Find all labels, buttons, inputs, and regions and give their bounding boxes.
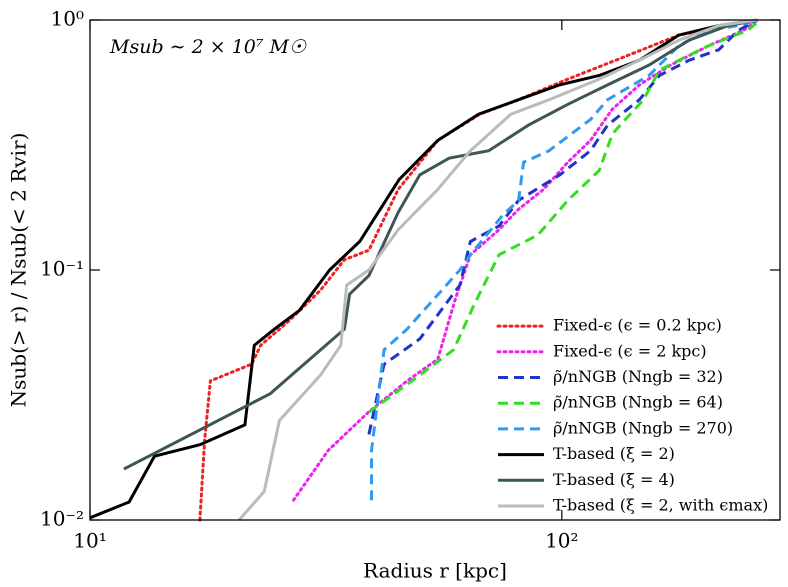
- legend-label: Fixed-ϵ (ϵ = 2 kpc): [553, 341, 707, 360]
- legend-label: ρ̃/nNGB (Nngb = 270): [553, 418, 733, 437]
- y-tick-label: 10⁻¹: [40, 257, 84, 281]
- y-tick-label: 10⁰: [51, 7, 84, 31]
- series-line: [292, 18, 760, 502]
- legend-label: T-based (ξ = 2, with ϵmax): [553, 496, 768, 515]
- plot-frame: [89, 19, 781, 521]
- series-line: [198, 18, 760, 522]
- y-tick-label: 10⁻²: [40, 507, 84, 531]
- x-axis-title: Radius r [kpc]: [363, 559, 507, 583]
- legend-label: ρ̃/nNGB (Nngb = 64): [553, 393, 723, 412]
- x-tick-label: 10²: [545, 529, 578, 553]
- series-line: [237, 18, 758, 521]
- series-line: [368, 21, 759, 414]
- annotation: Msub ∼ 2 × 10⁷ M☉: [109, 36, 307, 58]
- legend-label: T-based (ξ = 2): [553, 444, 675, 463]
- legend-label: T-based (ξ = 4): [553, 470, 675, 489]
- series-line: [367, 18, 759, 435]
- legend-label: ρ̃/nNGB (Nngb = 32): [553, 367, 723, 386]
- x-tick-label: 10¹: [73, 529, 106, 553]
- y-axis-title: Nsub(> r) / Nsub(< 2 Rvir): [7, 133, 31, 408]
- legend-label: Fixed-ϵ (ϵ = 0.2 kpc): [553, 316, 722, 335]
